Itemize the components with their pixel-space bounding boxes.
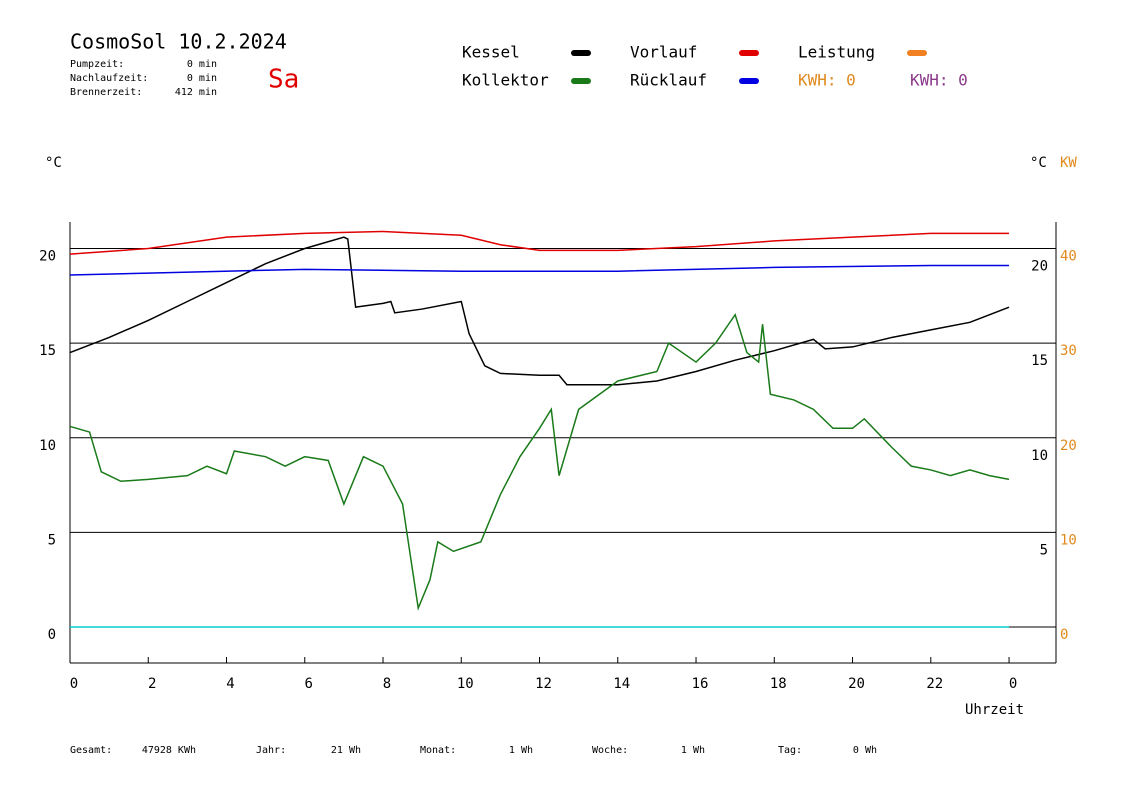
footer-value: 21 Wh — [331, 745, 361, 756]
y2-axis-label: °C — [1030, 155, 1047, 171]
x-tick-label: 2 — [148, 676, 156, 692]
y2-tick-label: 40 — [1060, 248, 1077, 264]
footer-label: Jahr: — [256, 745, 286, 756]
legend-label: Leistung — [798, 43, 875, 62]
y3-tick-label: 20 — [1031, 258, 1048, 274]
footer-value: 47928 KWh — [142, 745, 196, 756]
footer-value: 1 Wh — [681, 745, 705, 756]
y-tick-label: 5 — [48, 532, 56, 548]
x-tick-label: 12 — [535, 676, 552, 692]
x-tick-label: 4 — [226, 676, 234, 692]
legend-label: Kollektor — [462, 71, 549, 90]
info-value: 0 min — [187, 59, 217, 70]
y-tick-label: 15 — [39, 343, 56, 359]
info-label: Nachlaufzeit: — [70, 73, 148, 84]
legend-label: Kessel — [462, 43, 520, 62]
x-tick-label: 18 — [770, 676, 787, 692]
y3-tick-label: 10 — [1031, 448, 1048, 464]
x-tick-label: 20 — [848, 676, 865, 692]
y-tick-label: 20 — [39, 248, 56, 264]
footer-label: Tag: — [778, 745, 802, 756]
y2-axis-label: KW — [1060, 155, 1077, 171]
x-tick-label: 10 — [457, 676, 474, 692]
y-axis-label: °C — [45, 155, 62, 171]
series-line — [69, 230, 1010, 255]
x-tick-label: 8 — [383, 676, 391, 692]
y2-tick-label: 30 — [1060, 343, 1077, 359]
x-tick-label: 6 — [305, 676, 313, 692]
chart-title: CosmoSol 10.2.2024 — [70, 30, 287, 54]
y3-tick-label: 15 — [1031, 353, 1048, 369]
kwh-label: KWH: 0 — [798, 71, 856, 90]
footer-label: Gesamt: — [70, 745, 112, 756]
x-tick-label: 0 — [70, 676, 78, 692]
series-line — [69, 313, 1010, 611]
y2-tick-label: 0 — [1060, 627, 1068, 643]
y2-tick-label: 20 — [1060, 438, 1077, 454]
info-label: Pumpzeit: — [70, 59, 124, 70]
y3-tick-label: 5 — [1040, 542, 1048, 558]
x-tick-label: 16 — [692, 676, 709, 692]
footer-value: 1 Wh — [509, 745, 533, 756]
x-axis-label: Uhrzeit — [965, 702, 1024, 718]
legend-label: Vorlauf — [630, 43, 697, 62]
footer-label: Woche: — [592, 745, 628, 756]
series-line — [69, 236, 1010, 386]
series-line — [69, 264, 1010, 276]
y2-tick-label: 10 — [1060, 532, 1077, 548]
info-value: 412 min — [175, 87, 217, 98]
y-tick-label: 0 — [48, 627, 56, 643]
x-tick-label: 14 — [613, 676, 630, 692]
y-tick-label: 10 — [39, 438, 56, 454]
info-value: 0 min — [187, 73, 217, 84]
legend-label: Rücklauf — [630, 71, 707, 90]
kwh-label: KWH: 0 — [910, 71, 968, 90]
weekday: Sa — [268, 65, 299, 95]
footer-value: 0 Wh — [853, 745, 877, 756]
x-tick-label: 22 — [926, 676, 943, 692]
footer-label: Monat: — [420, 745, 456, 756]
info-label: Brennerzeit: — [70, 87, 142, 98]
x-tick-label: 0 — [1009, 676, 1017, 692]
